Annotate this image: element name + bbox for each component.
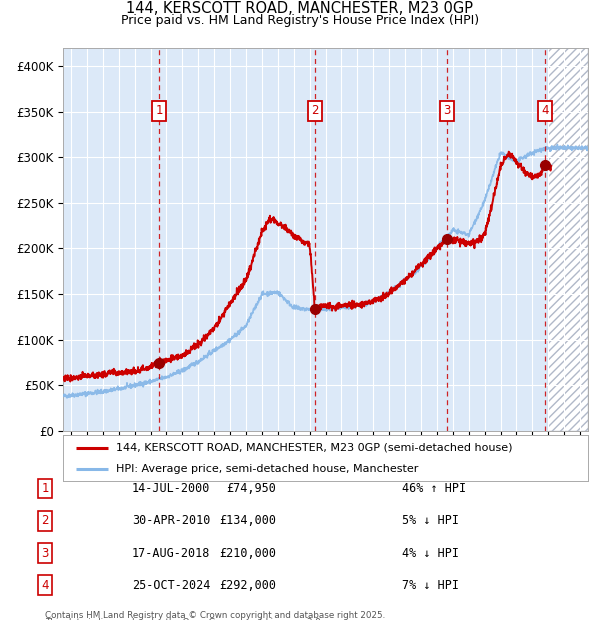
Text: 144, KERSCOTT ROAD, MANCHESTER, M23 0GP: 144, KERSCOTT ROAD, MANCHESTER, M23 0GP [127,1,473,16]
Text: 144, KERSCOTT ROAD, MANCHESTER, M23 0GP (semi-detached house): 144, KERSCOTT ROAD, MANCHESTER, M23 0GP … [115,443,512,453]
Text: £292,000: £292,000 [219,579,276,591]
Text: 1: 1 [41,482,49,495]
Text: £210,000: £210,000 [219,547,276,559]
Text: 17-AUG-2018: 17-AUG-2018 [132,547,211,559]
Text: 3: 3 [443,104,451,117]
Text: 14-JUL-2000: 14-JUL-2000 [132,482,211,495]
Text: 7% ↓ HPI: 7% ↓ HPI [402,579,459,591]
Text: 2: 2 [41,515,49,527]
Text: Price paid vs. HM Land Registry's House Price Index (HPI): Price paid vs. HM Land Registry's House … [121,14,479,27]
Text: 2: 2 [311,104,319,117]
Text: This data is licensed under the Open Government Licence v3.0.: This data is licensed under the Open Gov… [45,618,323,620]
Text: 46% ↑ HPI: 46% ↑ HPI [402,482,466,495]
Text: 4: 4 [542,104,549,117]
Text: HPI: Average price, semi-detached house, Manchester: HPI: Average price, semi-detached house,… [115,464,418,474]
Bar [548,48,588,431]
Text: 1: 1 [155,104,163,117]
Text: 4% ↓ HPI: 4% ↓ HPI [402,547,459,559]
Text: 25-OCT-2024: 25-OCT-2024 [132,579,211,591]
Text: 3: 3 [41,547,49,559]
Text: Contains HM Land Registry data © Crown copyright and database right 2025.: Contains HM Land Registry data © Crown c… [45,611,385,620]
Text: 30-APR-2010: 30-APR-2010 [132,515,211,527]
Text: £74,950: £74,950 [226,482,276,495]
Text: 4: 4 [41,579,49,591]
Text: £134,000: £134,000 [219,515,276,527]
Text: 5% ↓ HPI: 5% ↓ HPI [402,515,459,527]
